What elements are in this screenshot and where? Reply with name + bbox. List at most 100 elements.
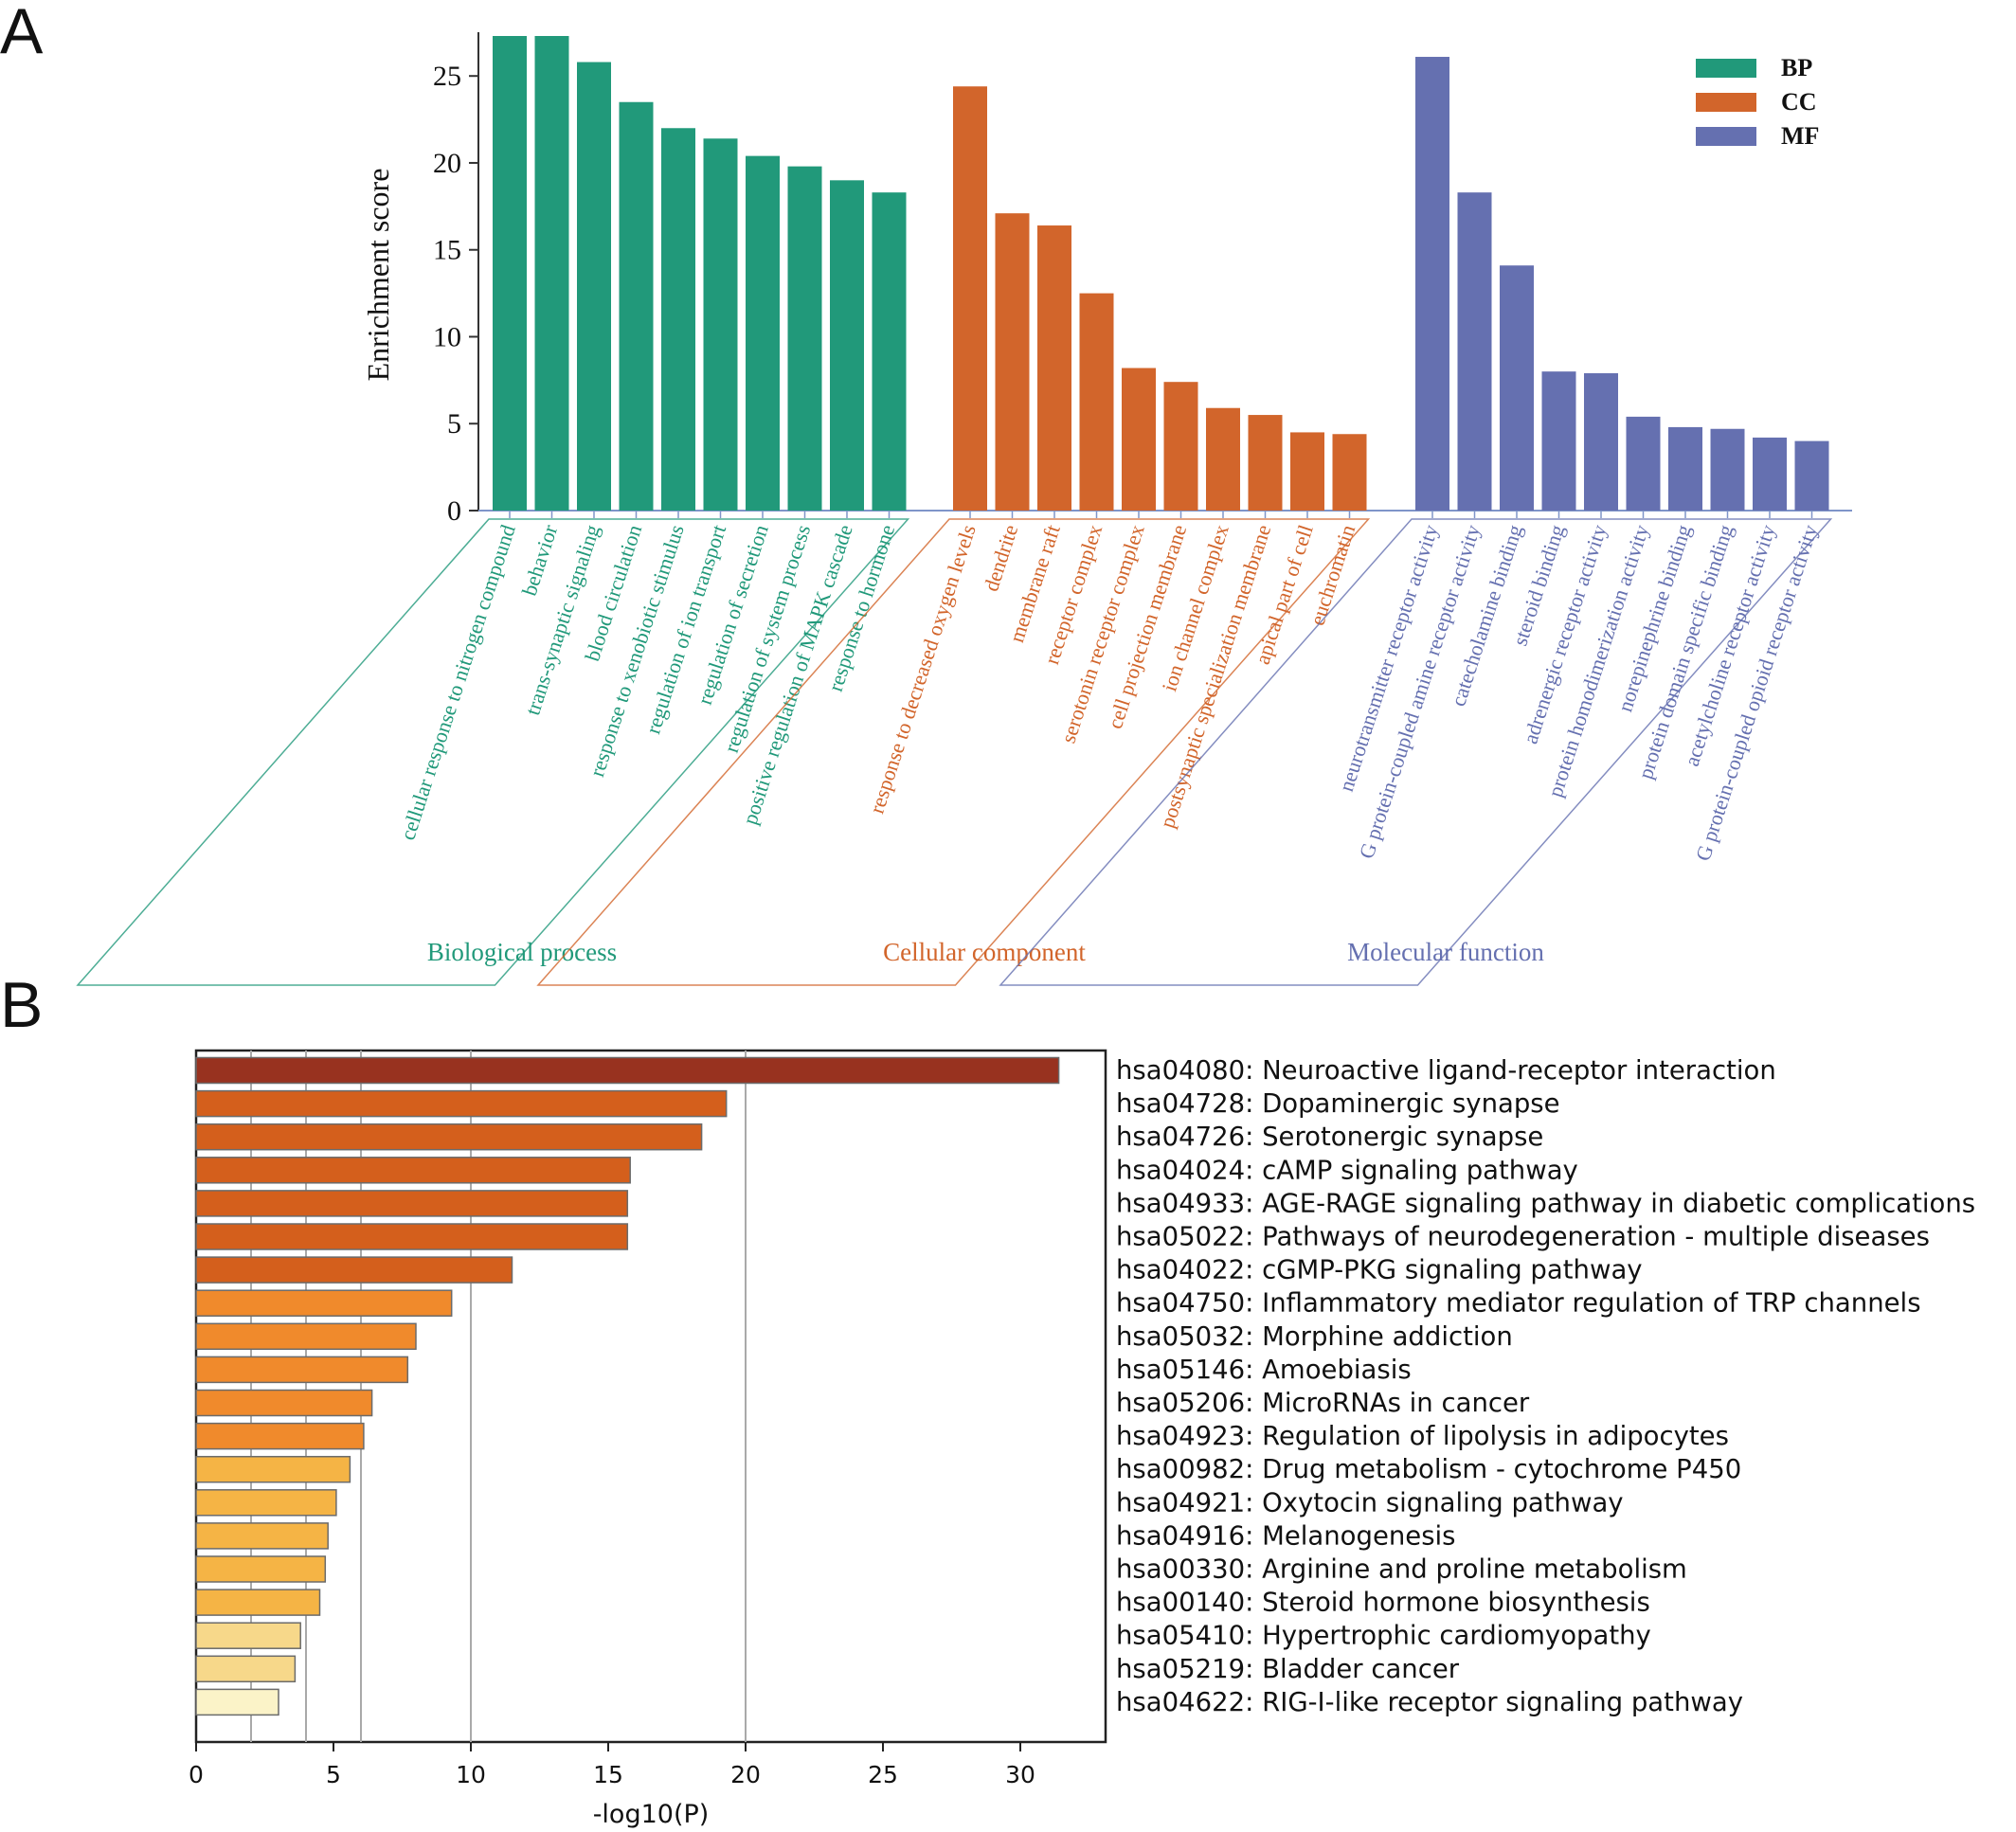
x-tick-label: 5: [326, 1761, 341, 1788]
go-enrichment-chart: 0 5 10 15 20 25 Enrichment score cellular respo…: [76, 32, 1852, 986]
bar-mf: [1584, 373, 1618, 511]
bar: [195, 1256, 513, 1284]
bar-bp: [787, 166, 822, 511]
bar-bp: [534, 36, 569, 511]
bar: [195, 1322, 417, 1351]
pathway-label: hsa00330: Arginine and proline metabolis…: [1116, 1554, 1687, 1585]
y-tick-label: 10: [433, 321, 461, 352]
panel-b-label: B: [0, 969, 43, 1041]
bar: [195, 1589, 321, 1616]
group-title: Cellular component: [883, 938, 1086, 966]
x-tick-label: 0: [189, 1761, 204, 1788]
pathway-label: hsa04728: Dopaminergic synapse: [1116, 1088, 1560, 1119]
bar: [195, 1522, 329, 1550]
pathway-label: hsa00982: Drug metabolism - cytochrome P…: [1116, 1454, 1741, 1484]
y-tick-label: 25: [433, 61, 461, 92]
bar: [195, 1223, 629, 1250]
bar-mf: [1794, 440, 1829, 511]
bar: [195, 1056, 1060, 1085]
bar-cc: [1332, 434, 1367, 511]
y-tick-label: 5: [447, 408, 461, 440]
x-tick-label: 30: [1005, 1761, 1035, 1788]
bar: [195, 1089, 728, 1118]
x-tick-label: 15: [593, 1761, 623, 1788]
bar-mf: [1710, 428, 1745, 511]
pathway-label: hsa04921: Oxytocin signaling pathway: [1116, 1487, 1624, 1518]
bar-bp: [746, 155, 780, 511]
bar: [195, 1190, 629, 1217]
category-label: behavior: [517, 521, 563, 599]
pathway-label: hsa04080: Neuroactive ligand-receptor in…: [1116, 1055, 1776, 1086]
pathway-label: hsa05146: Amoebiasis: [1116, 1355, 1412, 1385]
category-label: cellular response to nitrogen compound: [395, 522, 519, 843]
bar: [195, 1356, 409, 1384]
pathway-label: hsa04024: cAMP signaling pathway: [1116, 1155, 1578, 1185]
bar: [195, 1289, 453, 1317]
y-tick-label: 0: [447, 495, 461, 527]
bar-cc: [1290, 432, 1324, 511]
bar: [195, 1489, 337, 1517]
bar-mf: [1415, 57, 1449, 512]
bar-cc: [953, 86, 987, 511]
bar-bp: [577, 62, 611, 512]
bar: [195, 1688, 279, 1716]
bar-bp: [830, 180, 864, 512]
bar: [195, 1422, 365, 1450]
bar-cc: [1248, 415, 1283, 511]
bar-cc: [1122, 368, 1156, 511]
bar-cc: [1037, 225, 1071, 512]
bar: [195, 1655, 297, 1683]
bar-bp: [703, 138, 738, 511]
bar: [195, 1389, 373, 1417]
bar-bp: [661, 128, 695, 511]
bar-mf: [1541, 371, 1576, 511]
bar-cc: [1163, 382, 1198, 511]
bar-bp: [619, 101, 654, 511]
pathway-label: hsa04933: AGE-RAGE signaling pathway in …: [1116, 1188, 1975, 1218]
group-bracket: [999, 518, 1833, 986]
legend-label: CC: [1781, 88, 1817, 116]
legend-label: BP: [1781, 54, 1812, 81]
y-tick-label: 20: [433, 148, 461, 179]
pathway-label: hsa04726: Serotonergic synapse: [1116, 1122, 1543, 1152]
pathway-label: hsa04916: Melanogenesis: [1116, 1520, 1456, 1551]
x-tick-label: 25: [868, 1761, 898, 1788]
bar: [195, 1455, 351, 1483]
bar: [195, 1123, 703, 1151]
pathway-label: hsa04923: Regulation of lipolysis in adi…: [1116, 1421, 1729, 1451]
bar-mf: [1500, 265, 1534, 511]
bar-bp: [872, 192, 907, 511]
x-tick-label: 10: [456, 1761, 486, 1788]
kegg-pathway-chart: hsa04080: Neuroactive ligand-receptor in…: [189, 1049, 1975, 1829]
category-label: dendrite: [979, 522, 1022, 594]
bar-mf: [1457, 192, 1492, 511]
bar-mf: [1668, 426, 1702, 511]
pathway-label: hsa00140: Steroid hormone biosynthesis: [1116, 1588, 1650, 1618]
pathway-label: hsa05219: Bladder cancer: [1116, 1654, 1460, 1684]
pathway-label: hsa04750: Inflammatory mediator regulati…: [1116, 1288, 1921, 1319]
group-title: Molecular function: [1347, 938, 1544, 966]
y-axis-label: Enrichment score: [361, 169, 395, 382]
pathway-label: hsa05022: Pathways of neurodegeneration …: [1116, 1222, 1930, 1252]
pathway-label: hsa04022: cGMP-PKG signaling pathway: [1116, 1255, 1643, 1285]
pathway-label: hsa05032: Morphine addiction: [1116, 1321, 1513, 1352]
bar-mf: [1753, 437, 1787, 511]
pathway-label: hsa05410: Hypertrophic cardiomyopathy: [1116, 1621, 1651, 1651]
bar-bp: [493, 36, 527, 511]
x-tick-label: 20: [730, 1761, 761, 1788]
x-axis-label: -log10(P): [593, 1800, 710, 1829]
legend-swatch: [1696, 93, 1756, 112]
group-title: Biological process: [427, 938, 617, 966]
bar: [195, 1622, 301, 1649]
bar-cc: [995, 213, 1030, 511]
group-bracket: [76, 518, 910, 986]
legend-swatch: [1696, 59, 1756, 78]
legend-label: MF: [1781, 122, 1819, 150]
bar-mf: [1626, 416, 1661, 511]
bar: [195, 1555, 327, 1583]
y-tick-label: 15: [433, 235, 461, 266]
bar: [195, 1157, 631, 1184]
bar-cc: [1206, 407, 1240, 511]
panel-a-label: A: [0, 0, 44, 67]
